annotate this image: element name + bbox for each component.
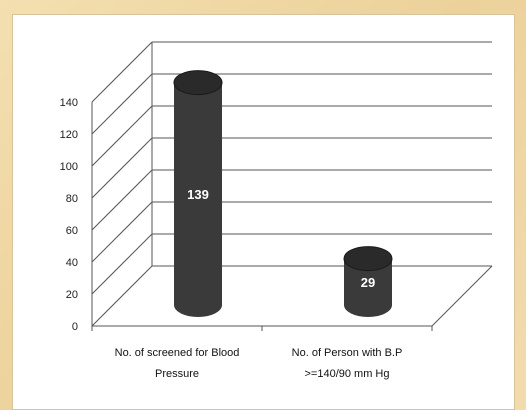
data-label: 29 bbox=[361, 275, 375, 290]
y-tick-label: 60 bbox=[66, 225, 78, 237]
side-gridline bbox=[91, 73, 153, 135]
y-tick-label: 20 bbox=[66, 289, 78, 301]
x-category-label: >=140/90 mm Hg bbox=[305, 368, 390, 380]
y-tick-label: 80 bbox=[66, 193, 78, 205]
x-category-label: No. of screened for Blood bbox=[115, 347, 240, 359]
side-gridline bbox=[91, 201, 153, 263]
x-category-label: Pressure bbox=[155, 368, 199, 380]
y-tick-label: 0 bbox=[72, 321, 78, 333]
y-tick-label: 140 bbox=[60, 97, 78, 109]
side-gridline bbox=[91, 265, 153, 327]
data-label: 139 bbox=[187, 187, 209, 202]
y-tick-label: 120 bbox=[60, 129, 78, 141]
side-gridline bbox=[91, 233, 153, 295]
x-category-label: No. of Person with B.P bbox=[292, 347, 403, 359]
bar-top bbox=[343, 246, 393, 272]
bar-top bbox=[173, 70, 223, 96]
side-gridline bbox=[91, 105, 153, 167]
side-gridline bbox=[91, 169, 153, 231]
bar bbox=[344, 258, 392, 317]
y-tick-label: 100 bbox=[60, 161, 78, 173]
y-tick-label: 40 bbox=[66, 257, 78, 269]
bar bbox=[174, 82, 222, 317]
side-gridline bbox=[91, 41, 153, 103]
floor-right-edge bbox=[431, 265, 493, 327]
side-gridline bbox=[91, 137, 153, 199]
chart-panel bbox=[12, 14, 515, 410]
